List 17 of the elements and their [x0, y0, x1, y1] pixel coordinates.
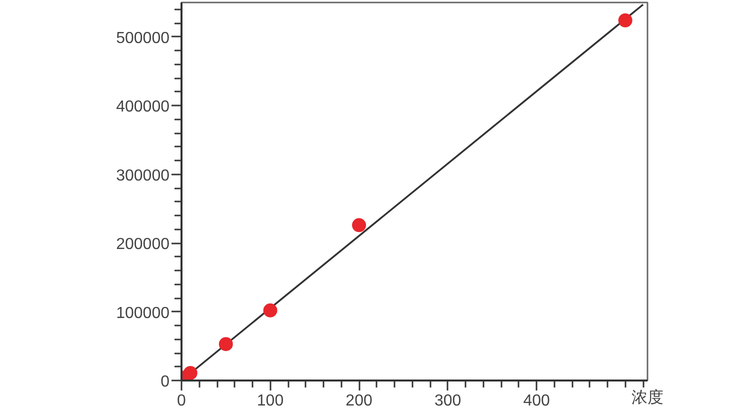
- y-tick-label: 200000: [116, 236, 170, 254]
- y-tick-label: 100000: [116, 304, 170, 322]
- y-tick-label: 400000: [116, 98, 170, 116]
- x-tick-label: 0: [177, 392, 186, 410]
- point: [263, 303, 278, 318]
- point: [352, 218, 366, 232]
- x-tick-label: 200: [346, 392, 372, 410]
- x-axis-title: 浓度: [632, 388, 664, 406]
- y-tick-label: 300000: [116, 167, 170, 184]
- point: [618, 13, 632, 28]
- point: [183, 366, 198, 380]
- x-tick-label: 400: [523, 392, 550, 410]
- y-tick-label: 500000: [116, 30, 170, 47]
- x-tick-label: 300: [434, 392, 462, 410]
- point: [218, 337, 233, 352]
- x-tick-label: 100: [256, 392, 284, 410]
- y-tick-label: 0: [160, 374, 170, 390]
